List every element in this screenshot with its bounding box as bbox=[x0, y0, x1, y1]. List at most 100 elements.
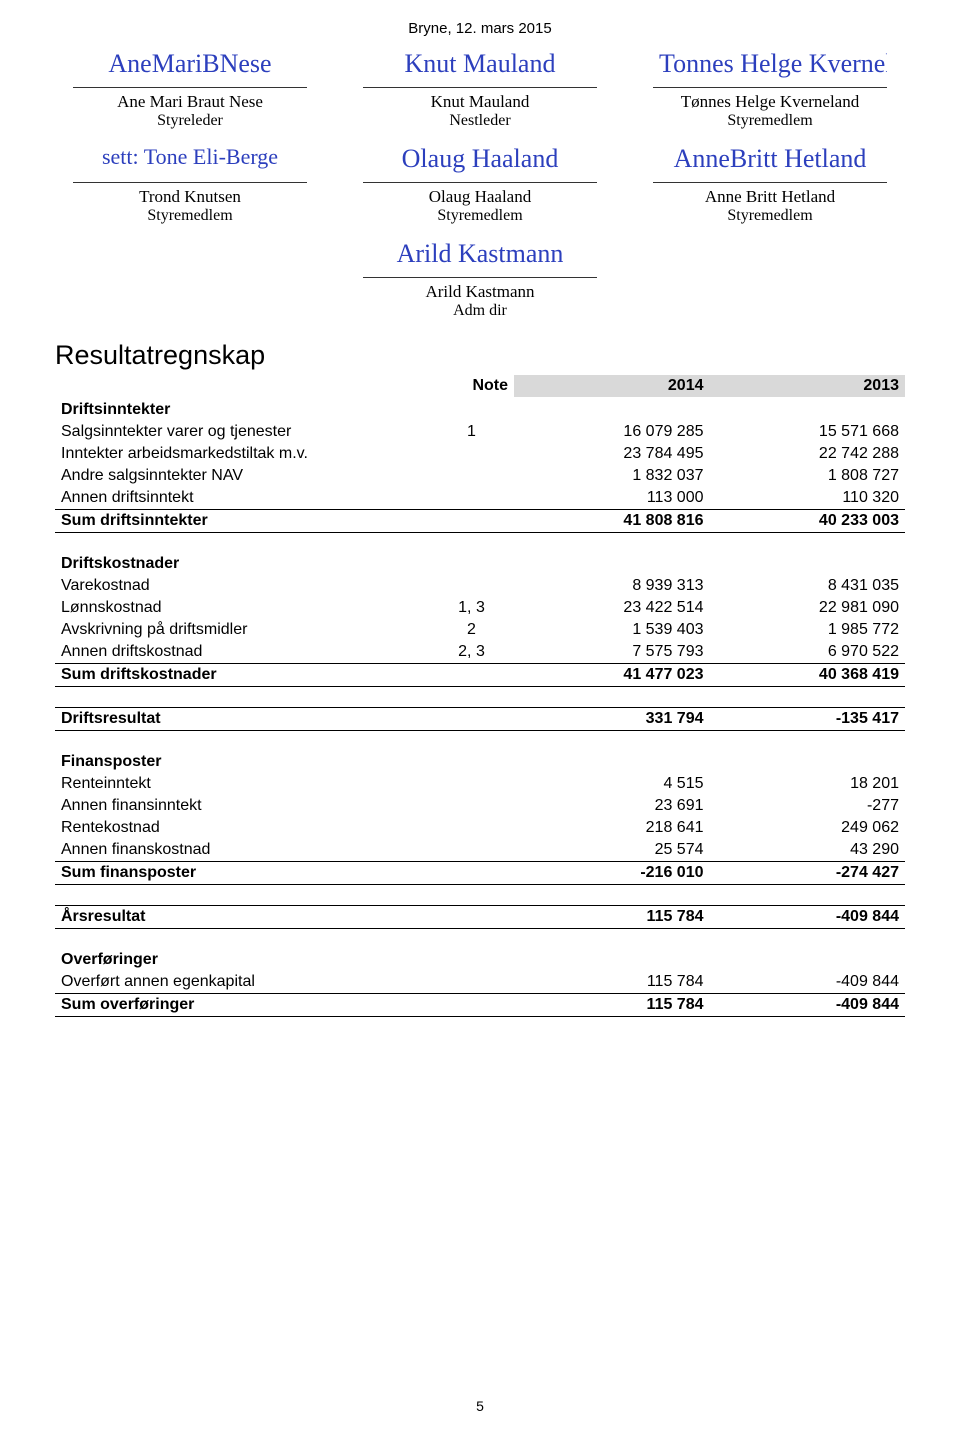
row-y2: 249 062 bbox=[710, 817, 906, 839]
row-note bbox=[429, 971, 514, 994]
signatures-row-1: AneMariBNese Ane Mari Braut Nese Styrele… bbox=[55, 47, 905, 130]
row-y2: 22 742 288 bbox=[710, 443, 906, 465]
sum-y2: 40 233 003 bbox=[710, 510, 906, 533]
row-y1: 4 515 bbox=[514, 773, 710, 795]
row-note: 1 bbox=[429, 421, 514, 443]
row-y1: 331 794 bbox=[514, 708, 710, 731]
section-header: Finansposter bbox=[55, 751, 905, 773]
signatures-row-2: sett: Tone Eli-Berge Trond Knutsen Styre… bbox=[55, 142, 905, 225]
signature-script: Tonnes Helge Kverneland bbox=[653, 47, 887, 88]
row-y1: 1 539 403 bbox=[514, 619, 710, 641]
row-note bbox=[429, 773, 514, 795]
signature-role: Styremedlem bbox=[355, 207, 605, 225]
table-row: Annen finanskostnad 25 574 43 290 bbox=[55, 839, 905, 862]
signature-name: Ane Mari Braut Nese bbox=[65, 92, 315, 112]
signature-block: AnneBritt Hetland Anne Britt Hetland Sty… bbox=[645, 142, 895, 225]
row-note bbox=[429, 443, 514, 465]
row-y2: 1 808 727 bbox=[710, 465, 906, 487]
row-y2: 110 320 bbox=[710, 487, 906, 510]
signatures-row-3: Arild Kastmann Arild Kastmann Adm dir bbox=[55, 237, 905, 320]
signature-block: Knut Mauland Knut Mauland Nestleder bbox=[355, 47, 605, 130]
signature-block: sett: Tone Eli-Berge Trond Knutsen Styre… bbox=[65, 142, 315, 225]
signature-role: Nestleder bbox=[355, 112, 605, 130]
signature-role: Styremedlem bbox=[65, 207, 315, 225]
row-y1: 115 784 bbox=[514, 971, 710, 994]
signature-role: Styreleder bbox=[65, 112, 315, 130]
row-y2: -409 844 bbox=[710, 971, 906, 994]
row-label: Driftsresultat bbox=[55, 708, 429, 731]
table-header-row: Note 2014 2013 bbox=[55, 375, 905, 397]
table-row: Inntekter arbeidsmarkedstiltak m.v. 23 7… bbox=[55, 443, 905, 465]
signature-name: Arild Kastmann bbox=[355, 282, 605, 302]
section-header: Driftskostnader bbox=[55, 553, 905, 575]
row-note bbox=[429, 906, 514, 929]
row-y2: 15 571 668 bbox=[710, 421, 906, 443]
sum-row: Sum driftsinntekter 41 808 816 40 233 00… bbox=[55, 510, 905, 533]
row-y2: -135 417 bbox=[710, 708, 906, 731]
row-note bbox=[429, 817, 514, 839]
signature-role: Adm dir bbox=[355, 302, 605, 320]
row-label: Annen finansinntekt bbox=[55, 795, 429, 817]
row-label: Renteinntekt bbox=[55, 773, 429, 795]
section-header-label: Overføringer bbox=[55, 949, 905, 971]
row-note bbox=[429, 839, 514, 862]
row-label: Lønnskostnad bbox=[55, 597, 429, 619]
row-y1: 113 000 bbox=[514, 487, 710, 510]
row-label: Annen driftsinntekt bbox=[55, 487, 429, 510]
row-y2: 8 431 035 bbox=[710, 575, 906, 597]
row-label: Årsresultat bbox=[55, 906, 429, 929]
section-header: Overføringer bbox=[55, 949, 905, 971]
row-y1: 218 641 bbox=[514, 817, 710, 839]
driftsresultat-row: Driftsresultat 331 794 -135 417 bbox=[55, 708, 905, 731]
row-note bbox=[429, 708, 514, 731]
sum-row: Sum driftskostnader 41 477 023 40 368 41… bbox=[55, 664, 905, 687]
row-y2: -409 844 bbox=[710, 906, 906, 929]
table-row: Avskrivning på driftsmidler 2 1 539 403 … bbox=[55, 619, 905, 641]
row-note bbox=[429, 795, 514, 817]
table-row: Salgsinntekter varer og tjenester 1 16 0… bbox=[55, 421, 905, 443]
row-y1: 25 574 bbox=[514, 839, 710, 862]
header-blank bbox=[55, 375, 429, 397]
row-label: Annen driftskostnad bbox=[55, 641, 429, 664]
sum-row: Sum finansposter -216 010 -274 427 bbox=[55, 862, 905, 885]
signature-script: Knut Mauland bbox=[363, 47, 597, 88]
signature-block: Olaug Haaland Olaug Haaland Styremedlem bbox=[355, 142, 605, 225]
row-y1: 115 784 bbox=[514, 906, 710, 929]
row-y2: 43 290 bbox=[710, 839, 906, 862]
row-note: 2, 3 bbox=[429, 641, 514, 664]
table-row: Annen finansinntekt 23 691 -277 bbox=[55, 795, 905, 817]
section-header-label: Driftsinntekter bbox=[55, 397, 905, 421]
row-y1: 16 079 285 bbox=[514, 421, 710, 443]
header-year-2: 2013 bbox=[710, 375, 906, 397]
sum-note bbox=[429, 862, 514, 885]
signature-role: Styremedlem bbox=[645, 207, 895, 225]
table-row: Andre salgsinntekter NAV 1 832 037 1 808… bbox=[55, 465, 905, 487]
row-note: 1, 3 bbox=[429, 597, 514, 619]
signature-name: Trond Knutsen bbox=[65, 187, 315, 207]
arsresultat-row: Årsresultat 115 784 -409 844 bbox=[55, 906, 905, 929]
row-y1: 8 939 313 bbox=[514, 575, 710, 597]
row-label: Andre salgsinntekter NAV bbox=[55, 465, 429, 487]
row-y2: 6 970 522 bbox=[710, 641, 906, 664]
row-y1: 23 784 495 bbox=[514, 443, 710, 465]
row-note bbox=[429, 575, 514, 597]
row-label: Inntekter arbeidsmarkedstiltak m.v. bbox=[55, 443, 429, 465]
sum-label: Sum driftsinntekter bbox=[55, 510, 429, 533]
row-label: Overført annen egenkapital bbox=[55, 971, 429, 994]
sum-label: Sum overføringer bbox=[55, 994, 429, 1017]
row-y2: 22 981 090 bbox=[710, 597, 906, 619]
section-header: Driftsinntekter bbox=[55, 397, 905, 421]
row-label: Varekostnad bbox=[55, 575, 429, 597]
sum-y1: 41 477 023 bbox=[514, 664, 710, 687]
row-y1: 23 691 bbox=[514, 795, 710, 817]
page: Bryne, 12. mars 2015 AneMariBNese Ane Ma… bbox=[0, 0, 960, 1430]
sum-label: Sum finansposter bbox=[55, 862, 429, 885]
signature-name: Knut Mauland bbox=[355, 92, 605, 112]
sum-note bbox=[429, 994, 514, 1017]
income-statement-table: Note 2014 2013 Driftsinntekter Salgsinnt… bbox=[55, 375, 905, 1017]
top-date: Bryne, 12. mars 2015 bbox=[55, 20, 905, 37]
row-y2: 1 985 772 bbox=[710, 619, 906, 641]
row-note bbox=[429, 465, 514, 487]
signature-script: Olaug Haaland bbox=[363, 142, 597, 183]
signature-script: AneMariBNese bbox=[73, 47, 307, 88]
